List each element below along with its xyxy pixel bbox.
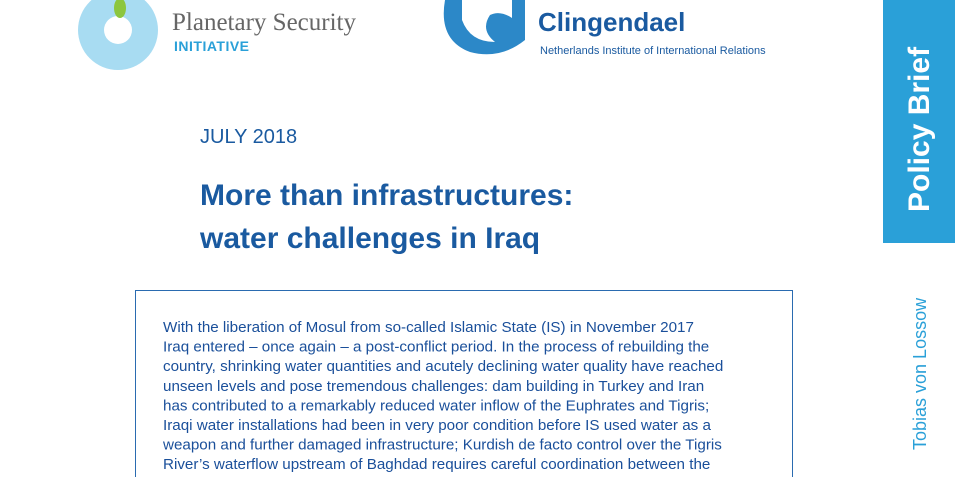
abstract-line: has contributed to a remarkably reduced … (163, 397, 709, 414)
clingendael-sub: Netherlands Institute of International R… (540, 45, 766, 57)
psi-sub: INITIATIVE (174, 38, 250, 54)
title: More than infrastructures: water challeng… (199, 179, 573, 255)
abstract-line: Iraqi water installations had been in ve… (163, 417, 711, 434)
abstract: With the liberation of Mosul from so-cal… (162, 319, 723, 473)
abstract-line: River’s waterflow upstream of Baghdad re… (163, 456, 710, 473)
title-line: water challenges in Iraq (199, 222, 540, 255)
clingendael-logo-wave (462, 0, 512, 42)
abstract-line: With the liberation of Mosul from so-cal… (163, 319, 694, 336)
psi-name: Planetary Security (172, 9, 356, 36)
side-tab (883, 0, 955, 243)
psi-logo-leaf (114, 0, 126, 18)
clingendael-name: Clingendael (538, 7, 685, 37)
abstract-box (135, 290, 793, 477)
abstract-line: weapon and further damaged infrastructur… (162, 437, 722, 454)
psi-logo-center (104, 16, 132, 44)
side-label: Policy Brief (903, 46, 936, 212)
date: JULY 2018 (200, 126, 297, 148)
title-line: More than infrastructures: (200, 179, 573, 212)
author: Tobias von Lossow (910, 297, 930, 450)
abstract-line: country, shrinking water quantities and … (163, 358, 723, 375)
abstract-line: unseen levels and pose tremendous challe… (163, 378, 704, 395)
abstract-line: Iraq entered – once again – a post-confl… (163, 339, 709, 356)
